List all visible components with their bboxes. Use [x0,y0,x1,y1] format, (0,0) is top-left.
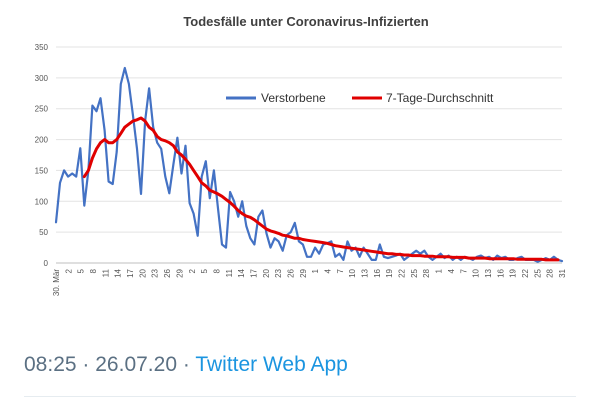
y-tick-label: 200 [35,136,49,145]
x-axis-ticks: 30. Mär 2 5 8 11 14 17 20 23 26 29 2 5 8 11 14 17 20 23 26 2… [52,268,567,296]
series-line-verstorbene [54,66,564,263]
x-tick-label: 4 [447,268,456,273]
chart-grid [56,46,562,264]
x-tick-label: 20 [138,268,147,277]
tweet-separator-1: · [82,353,90,376]
x-tick-label: 25 [410,268,419,277]
tweet-date: 26.07.20 [95,353,177,376]
x-tick-label: 14 [237,268,246,277]
y-tick-label: 250 [35,105,49,114]
x-tick-label: 22 [521,268,530,277]
x-tick-label: 30. Mär [52,269,61,296]
y-tick-label: 300 [35,74,49,83]
legend-label-7-tage-durchschnitt: 7-Tage-Durchschnitt [386,91,494,105]
x-tick-label: 19 [509,268,518,277]
x-tick-label: 29 [299,268,308,277]
x-tick-label: 17 [249,268,258,277]
chart: Todesfälle unter Coronavirus-Infizierten… [35,14,567,296]
tweet-separator-2: · [182,353,190,376]
x-tick-label: 2 [188,268,197,273]
x-tick-label: 10 [348,268,357,277]
x-tick-label: 29 [175,268,184,277]
tweet-time: 08:25 [24,353,77,376]
divider [24,396,576,397]
x-tick-label: 20 [262,268,271,277]
y-tick-label: 150 [35,166,49,175]
x-tick-label: 10 [472,268,481,277]
x-tick-label: 2 [64,268,73,273]
x-tick-label: 13 [484,268,493,277]
x-tick-label: 7 [459,268,468,273]
x-tick-label: 4 [324,268,333,273]
tweet-meta: 08:25 · 26.07.20 · Twitter Web App [24,353,348,377]
x-tick-label: 7 [336,268,345,273]
x-tick-label: 19 [385,268,394,277]
x-tick-label: 1 [435,268,444,273]
x-tick-label: 1 [311,268,320,273]
y-tick-label: 350 [35,43,49,52]
y-tick-label: 50 [39,228,48,237]
y-tick-label: 0 [44,259,49,268]
legend-label-verstorbene: Verstorbene [261,91,326,105]
x-tick-label: 28 [546,268,555,277]
series-line-7-tage-durchschnitt [82,116,560,262]
x-tick-label: 8 [212,268,221,273]
y-tick-label: 100 [35,197,49,206]
x-tick-label: 5 [200,268,209,273]
x-tick-label: 16 [373,268,382,277]
x-tick-label: 14 [114,268,123,277]
y-axis-ticks: 0 50 100 150 200 250 300 350 [35,43,49,268]
x-tick-label: 22 [398,268,407,277]
chart-title: Todesfälle unter Coronavirus-Infizierten [183,14,428,29]
x-tick-label: 5 [77,268,86,273]
chart-series [54,66,564,263]
x-tick-label: 26 [286,268,295,277]
x-tick-label: 23 [274,268,283,277]
x-tick-label: 11 [101,268,110,277]
x-tick-label: 13 [361,268,370,277]
x-tick-label: 25 [533,268,542,277]
x-tick-label: 31 [558,268,567,277]
x-tick-label: 28 [422,268,431,277]
tweet-source-link[interactable]: Twitter Web App [195,353,348,376]
x-tick-label: 11 [225,268,234,277]
x-tick-label: 16 [496,268,505,277]
x-tick-label: 8 [89,268,98,273]
x-tick-label: 26 [163,268,172,277]
chart-legend: Verstorbene 7-Tage-Durchschnitt [226,91,494,105]
x-tick-label: 23 [151,268,160,277]
x-tick-label: 17 [126,268,135,277]
